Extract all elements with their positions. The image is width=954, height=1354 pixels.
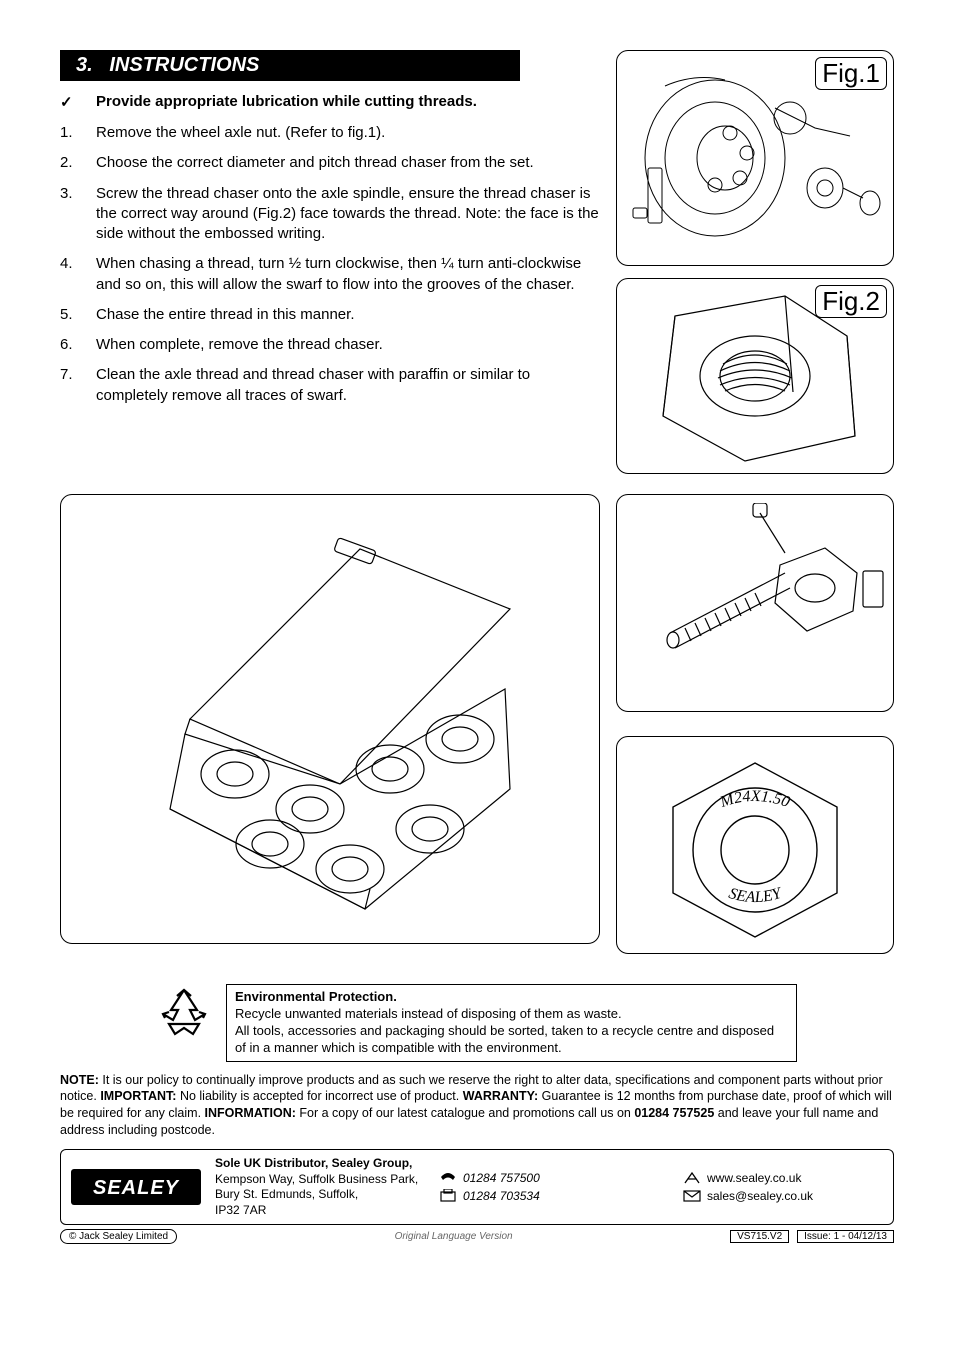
figure-2: Fig.2 [616,278,894,474]
case-illustration [110,509,550,929]
important-label: IMPORTANT: [100,1089,176,1103]
env-line-1: Recycle unwanted materials instead of di… [235,1006,788,1023]
lubrication-text: Provide appropriate lubrication while cu… [96,93,600,111]
copyright: © Jack Sealey Limited [60,1229,177,1244]
spindle-illustration [625,503,885,703]
step-text: When complete, remove the thread chaser. [96,335,600,355]
fax: 01284 703534 [463,1189,540,1203]
lubrication-advice: ✓ Provide appropriate lubrication while … [60,93,600,111]
step-number: 6. [60,335,80,355]
email: sales@sealey.co.uk [707,1189,813,1203]
info-label: INFORMATION: [205,1106,296,1120]
step-number: 3. [60,184,80,245]
svg-text:SEALEY: SEALEY [93,1177,180,1199]
step-number: 2. [60,153,80,173]
phone-icon [439,1171,457,1185]
figure-2-label: Fig.2 [815,285,887,318]
figure-1-label: Fig.1 [815,57,887,90]
section-header: 3. INSTRUCTIONS [60,50,520,81]
fax-icon [439,1189,457,1203]
check-icon: ✓ [60,93,80,111]
addr-line-2: Bury St. Edmunds, Suffolk, [215,1187,425,1203]
info-text: For a copy of our latest catalogue and p… [296,1106,634,1120]
section-title: INSTRUCTIONS [109,54,259,76]
section-number: 3. [76,54,93,76]
step-number: 1. [60,123,80,143]
addr-line-3: IP32 7AR [215,1203,425,1219]
step-number: 4. [60,254,80,295]
environmental-protection: Environmental Protection. Recycle unwant… [157,984,797,1062]
issue-date: Issue: 1 - 04/12/13 [797,1230,894,1243]
original-language-version: Original Language Version [185,1231,722,1242]
step-text: Choose the correct diameter and pitch th… [96,153,600,173]
bottom-line: © Jack Sealey Limited Original Language … [60,1229,894,1244]
step-text: Chase the entire thread in this manner. [96,305,600,325]
distributor-address: Sole UK Distributor, Sealey Group, Kemps… [215,1156,425,1218]
website: www.sealey.co.uk [707,1171,801,1185]
step-number: 7. [60,365,80,406]
instruction-steps: 1. Remove the wheel axle nut. (Refer to f… [60,123,600,406]
chaser-marking-bottom: SEALEY [727,884,785,906]
step-text: Remove the wheel axle nut. (Refer to fig… [96,123,600,143]
figure-3 [616,494,894,712]
important-text: No liability is accepted for incorrect u… [176,1089,462,1103]
policy-note: NOTE: It is our policy to continually im… [60,1072,894,1140]
env-title: Environmental Protection. [235,989,788,1006]
step-text: Clean the axle thread and thread chaser … [96,365,600,406]
distributor-label: Sole UK Distributor, Sealey Group, [215,1156,425,1172]
recycle-icon [157,984,212,1039]
svg-text:SEALEY: SEALEY [727,884,785,906]
figure-4: M24X1.50 SEALEY [616,736,894,954]
chaser-marking-top: M24X1.50 [717,788,792,811]
telephone: 01284 757500 [463,1171,540,1185]
email-icon [683,1189,701,1203]
svg-text:M24X1.50: M24X1.50 [717,788,792,811]
product-case-figure [60,494,600,944]
web-icon [683,1171,701,1185]
step-text: When chasing a thread, turn ½ turn clock… [96,254,600,295]
note-label: NOTE: [60,1073,99,1087]
sealey-logo: SEALEY [71,1169,201,1205]
step-number: 5. [60,305,80,325]
step-text: Screw the thread chaser onto the axle sp… [96,184,600,245]
info-phone: 01284 757525 [634,1106,714,1120]
addr-line-1: Kempson Way, Suffolk Business Park, [215,1172,425,1188]
figure-1: Fig.1 [616,50,894,266]
warranty-label: WARRANTY: [463,1089,538,1103]
env-line-2: All tools, accessories and packaging sho… [235,1023,788,1057]
document-code: VS715.V2 [730,1230,789,1243]
footer: SEALEY Sole UK Distributor, Sealey Group… [60,1149,894,1225]
chaser-face-illustration: M24X1.50 SEALEY [625,745,885,945]
